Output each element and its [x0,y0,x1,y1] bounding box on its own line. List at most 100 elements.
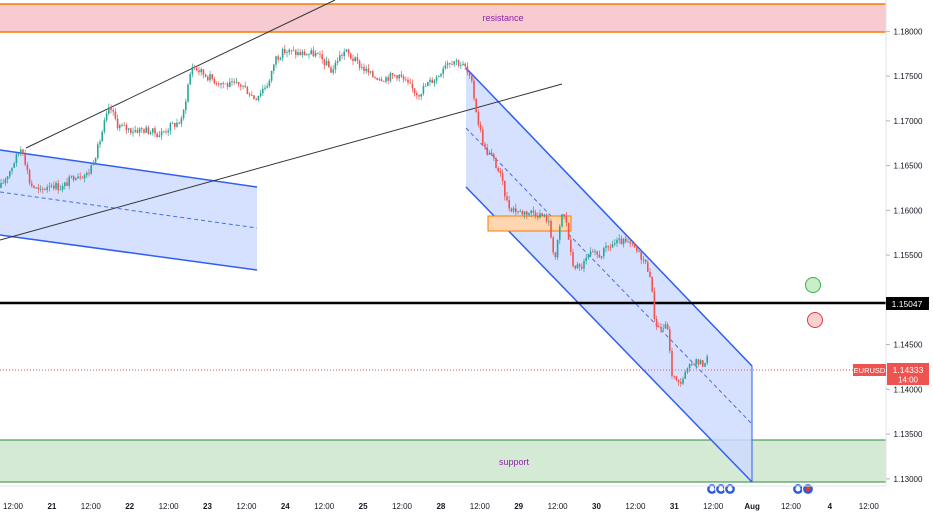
price-tick-label: 1.13000 [894,475,923,484]
candle-body [398,74,400,79]
candle-body [336,61,339,63]
candle-body [147,127,150,134]
resistance-zone[interactable] [0,4,886,32]
candle-body [112,110,114,112]
price-tick-label: 1.18000 [894,27,923,36]
candle-body [13,163,15,168]
key-level-price-text: 1.15047 [892,299,923,309]
candle-body [699,360,702,365]
candle-body [48,186,51,188]
candle-body [53,185,55,189]
price-tick-label: 1.17500 [894,72,923,81]
event-icon-dot [795,486,801,492]
candle-body [290,49,293,51]
candle-body [273,64,275,71]
candle-body [636,247,638,252]
candle-body [361,66,363,68]
candle-body [116,118,119,129]
candle-body [572,252,574,266]
candle-body [235,82,238,83]
candle-body [633,243,636,248]
candle-body [486,147,488,155]
candle-body [132,131,134,133]
support-label: support [499,457,530,467]
candle-body [198,70,200,73]
candle-body [42,188,44,190]
candle-body [189,74,191,85]
lower-trend-line[interactable] [0,83,563,241]
candle-body [642,259,645,261]
candle-body [638,250,640,252]
candle-body [174,123,176,127]
candle-body [563,214,565,217]
descending-channel-lower-line[interactable] [465,186,753,483]
candle-body [317,52,319,54]
candle-body [438,76,440,78]
candle-body [567,222,570,240]
upper-trend-line[interactable] [25,0,336,149]
price-tick-label: 1.14500 [894,341,923,350]
candle-body [391,73,394,76]
left-channel-lower-line[interactable] [0,234,258,271]
time-tick-label: 25 [359,502,368,511]
candle-body [11,167,13,172]
candle-body [422,86,425,94]
time-tick-label: 12:00 [548,502,569,511]
time-axis[interactable]: 12:00 21 12:00 22 12:00 23 12:00 24 12:00 25 12:00… [3,502,879,511]
candle-body [631,243,634,245]
time-tick-label: 30 [592,502,601,511]
candle-body [519,211,521,212]
candle-body [528,212,530,215]
candle-body [537,215,539,218]
candle-body [37,187,40,190]
candle-body [248,94,251,96]
candle-body [460,65,462,67]
candle-body [596,251,598,255]
range-box[interactable] [487,215,572,232]
candle-body [70,175,73,177]
candle-body [334,62,337,70]
candle-body [570,239,572,253]
candle-body [620,238,623,245]
candle-body [314,52,317,57]
descending-channel-upper-line[interactable] [465,67,753,367]
candle-body [706,356,708,364]
candle-body [6,176,9,180]
time-tick-label: 12:00 [236,502,257,511]
candle-body [321,54,323,60]
event-icon-dot [805,486,811,492]
candle-body [119,125,121,129]
candle-body [556,239,559,258]
candle-body [262,88,264,94]
candle-body [688,363,691,369]
candle-body [345,49,348,52]
candle-body [435,77,438,81]
time-tick-label: 12:00 [314,502,335,511]
candle-body [484,143,486,148]
candle-body [50,185,53,187]
candle-body [306,54,308,56]
price-tick-label: 1.16000 [894,206,923,215]
candle-body [552,237,554,253]
candle-body [202,69,205,75]
green-circle-marker[interactable] [805,277,821,293]
candle-body [464,63,466,67]
price-axis[interactable]: 1.18000 1.17500 1.17000 1.16500 1.16000 1.155… [886,27,923,484]
time-tick-label: 29 [514,502,523,511]
symbol-text: EURUSD [854,366,886,375]
countdown-text: 14:00 [898,376,919,385]
red-circle-marker[interactable] [807,312,823,328]
candle-body [92,163,95,166]
candle-body [686,368,689,373]
candle-body [145,127,147,133]
candle-body [130,128,132,133]
candle-body [185,101,187,111]
candle-body [506,196,508,200]
candle-body [354,57,356,61]
candle-body [121,124,123,126]
candle-body [695,359,697,365]
candle-body [356,57,359,61]
support-zone[interactable] [0,440,886,482]
